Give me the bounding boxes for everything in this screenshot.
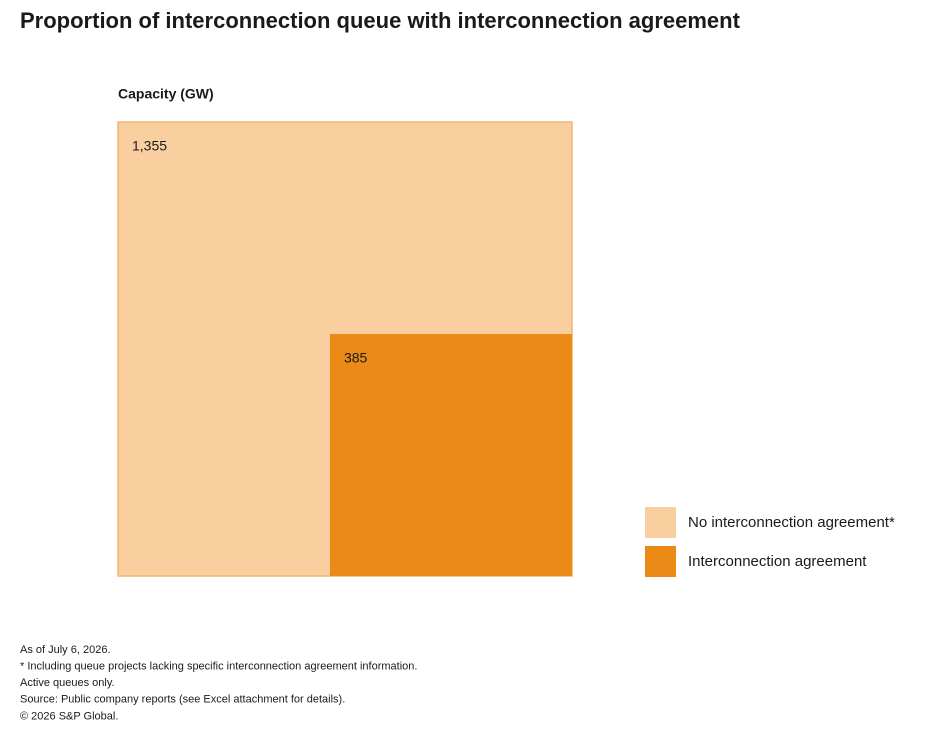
- footnote: © 2026 S&P Global.: [20, 710, 118, 722]
- value-label: 1,355: [132, 138, 167, 154]
- footnote: Source: Public company reports (see Exce…: [20, 694, 345, 706]
- footnote: * Including queue projects lacking speci…: [20, 661, 417, 673]
- chart-title: Proportion of interconnection queue with…: [20, 8, 741, 33]
- footnote: Active queues only.: [20, 677, 115, 689]
- legend-swatch: [645, 507, 676, 538]
- legend-swatch: [645, 546, 676, 577]
- footnote: As of July 6, 2026.: [20, 644, 111, 656]
- value-label: 385: [344, 350, 368, 366]
- legend-label: No interconnection agreement*: [688, 514, 895, 531]
- square: [329, 333, 572, 576]
- chart-subtitle: Capacity (GW): [118, 86, 214, 102]
- legend-label: Interconnection agreement: [688, 553, 867, 570]
